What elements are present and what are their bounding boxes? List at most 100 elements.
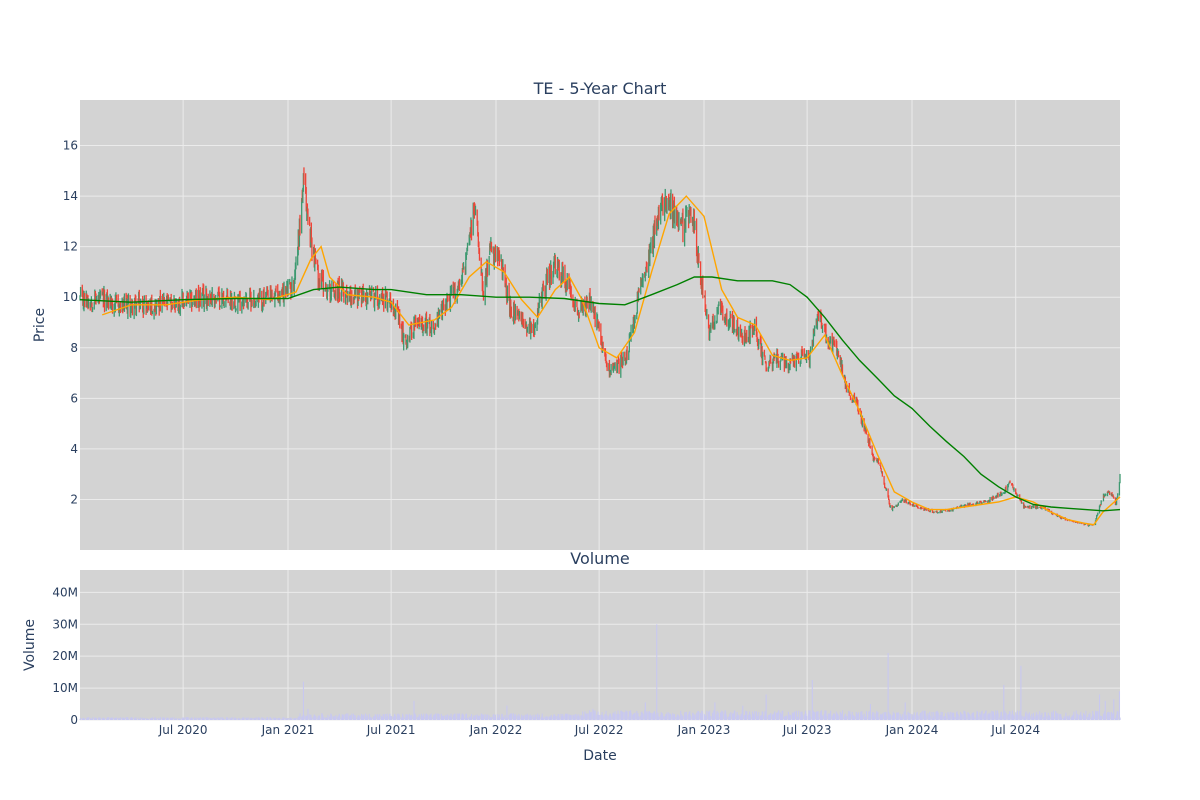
volume-bar: [314, 716, 316, 720]
volume-bar: [1052, 712, 1054, 720]
volume-bar: [840, 713, 842, 720]
volume-bar: [522, 715, 524, 720]
volume-bar: [478, 715, 481, 720]
volume-bar: [1087, 716, 1089, 720]
volume-bar: [860, 711, 862, 720]
volume-bar: [560, 713, 562, 720]
volume-bar: [688, 714, 690, 720]
volume-bar: [640, 715, 642, 720]
volume-bar: [636, 710, 638, 720]
volume-bar: [820, 710, 822, 720]
volume-bar: [190, 718, 192, 720]
volume-bar: [789, 715, 791, 720]
volume-bar: [423, 713, 425, 720]
volume-bar: [275, 718, 277, 720]
volume-bar: [424, 716, 426, 720]
volume-bar: [681, 715, 683, 720]
volume-bar: [537, 716, 539, 720]
volume-bar: [804, 713, 806, 720]
volume-bar: [492, 714, 494, 720]
volume-bar: [459, 713, 461, 720]
volume-bar: [932, 717, 934, 720]
volume-bar: [458, 714, 460, 720]
volume-bar: [661, 713, 663, 720]
x-tick-label: Jan 2021: [261, 723, 315, 737]
volume-bar: [924, 713, 926, 720]
volume-bar: [520, 717, 522, 720]
volume-bar: [618, 714, 620, 720]
volume-bar: [837, 715, 840, 720]
volume-bar: [383, 714, 385, 720]
volume-bar: [130, 717, 132, 720]
volume-bar: [1056, 717, 1058, 720]
price-y-axis-label: Price: [32, 308, 48, 342]
volume-bar: [757, 716, 759, 720]
volume-bar: [745, 715, 747, 720]
volume-bar: [111, 717, 114, 720]
volume-bar: [294, 718, 297, 720]
volume-bar: [529, 714, 531, 720]
volume-bar: [1047, 712, 1049, 720]
volume-bar: [1068, 715, 1070, 720]
volume-bar: [666, 712, 668, 720]
volume-bar: [436, 713, 438, 720]
volume-bar: [1076, 718, 1078, 720]
volume-bar: [839, 711, 841, 720]
volume-bar: [179, 718, 181, 720]
volume-bar: [680, 713, 682, 720]
volume-bar: [456, 713, 458, 720]
volume-bar: [693, 715, 695, 720]
volume-bar: [568, 714, 570, 720]
volume-bar: [386, 713, 388, 720]
volume-bar: [333, 716, 335, 720]
volume-bar: [570, 715, 572, 720]
volume-bar: [879, 715, 881, 720]
volume-bar: [502, 717, 504, 720]
volume-bar: [357, 715, 359, 720]
volume-bar: [251, 718, 253, 720]
volume-bar: [912, 717, 914, 720]
volume-bar: [1110, 712, 1113, 720]
volume-bar: [981, 710, 983, 720]
volume-bar: [690, 716, 692, 720]
volume-bar: [848, 710, 850, 720]
volume-bar: [629, 712, 631, 720]
volume-bar: [872, 712, 874, 720]
volume-bar: [573, 717, 575, 720]
volume-bar: [889, 714, 891, 720]
volume-bar: [183, 718, 185, 720]
volume-bar: [489, 717, 491, 720]
volume-bar: [972, 716, 974, 720]
volume-bar: [1039, 717, 1041, 720]
volume-bar: [782, 710, 784, 720]
volume-bar: [1113, 699, 1115, 720]
volume-bar: [1059, 714, 1061, 720]
volume-bar: [222, 718, 224, 720]
volume-bar: [900, 715, 902, 720]
volume-bar: [616, 714, 618, 720]
volume-bar: [955, 716, 957, 720]
volume-bar: [484, 714, 486, 720]
volume-bar: [951, 712, 953, 720]
volume-bar: [1106, 712, 1109, 720]
volume-bar: [418, 714, 420, 720]
volume-bar: [585, 713, 587, 720]
volume-bar: [213, 717, 215, 720]
volume-bar: [153, 718, 155, 720]
volume-bar: [215, 718, 217, 720]
volume-bar: [530, 715, 532, 720]
volume-bar: [971, 712, 974, 720]
volume-bar: [403, 717, 405, 720]
volume-bar: [808, 710, 810, 720]
volume-bar: [118, 718, 120, 720]
volume-bar: [673, 714, 675, 720]
volume-bar: [861, 715, 864, 720]
volume-bar: [572, 714, 574, 720]
volume-bar: [247, 718, 249, 720]
volume-y-axis-label: Volume: [22, 619, 38, 671]
volume-bar: [584, 711, 586, 720]
volume-bar: [845, 717, 847, 720]
volume-bar: [625, 715, 628, 720]
volume-bar: [837, 714, 839, 720]
volume-gridlines: [80, 570, 1120, 721]
